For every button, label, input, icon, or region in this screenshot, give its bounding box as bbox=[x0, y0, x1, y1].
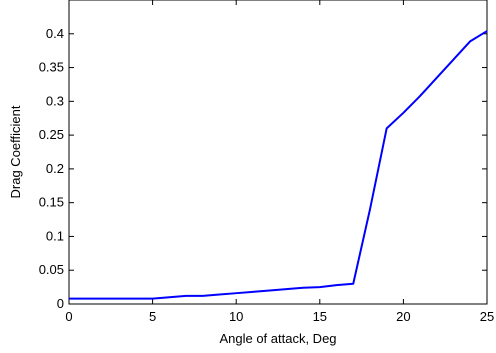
x-tick-label: 20 bbox=[396, 309, 410, 324]
x-tick-label: 10 bbox=[229, 309, 243, 324]
series-layer bbox=[69, 30, 488, 300]
y-axis-ticks: 0 0.05 0.1 0.15 0.2 0.25 0.3 0.35 0.4 bbox=[39, 26, 487, 311]
plot-area bbox=[68, 0, 488, 305]
x-tick-label: 15 bbox=[313, 309, 327, 324]
y-tick-label: 0.2 bbox=[46, 161, 64, 176]
series-line bbox=[69, 30, 488, 300]
y-tick-label: 0.25 bbox=[39, 127, 64, 142]
y-tick-label: 0 bbox=[57, 296, 64, 311]
y-tick-label: 0.3 bbox=[46, 93, 64, 108]
x-axis-ticks: 0 5 10 15 20 25 bbox=[65, 0, 494, 324]
y-tick-label: 0.35 bbox=[39, 60, 64, 75]
x-tick-label: 0 bbox=[65, 309, 72, 324]
x-axis-label: Angle of attack, Deg bbox=[219, 331, 336, 346]
y-tick-label: 0.4 bbox=[46, 26, 64, 41]
y-axis-label: Drag Coefficient bbox=[8, 105, 23, 198]
y-tick-label: 0.1 bbox=[46, 228, 64, 243]
x-tick-label: 25 bbox=[480, 309, 494, 324]
y-tick-label: 0.15 bbox=[39, 195, 64, 210]
x-tick-label: 5 bbox=[149, 309, 156, 324]
y-tick-label: 0.05 bbox=[39, 262, 64, 277]
